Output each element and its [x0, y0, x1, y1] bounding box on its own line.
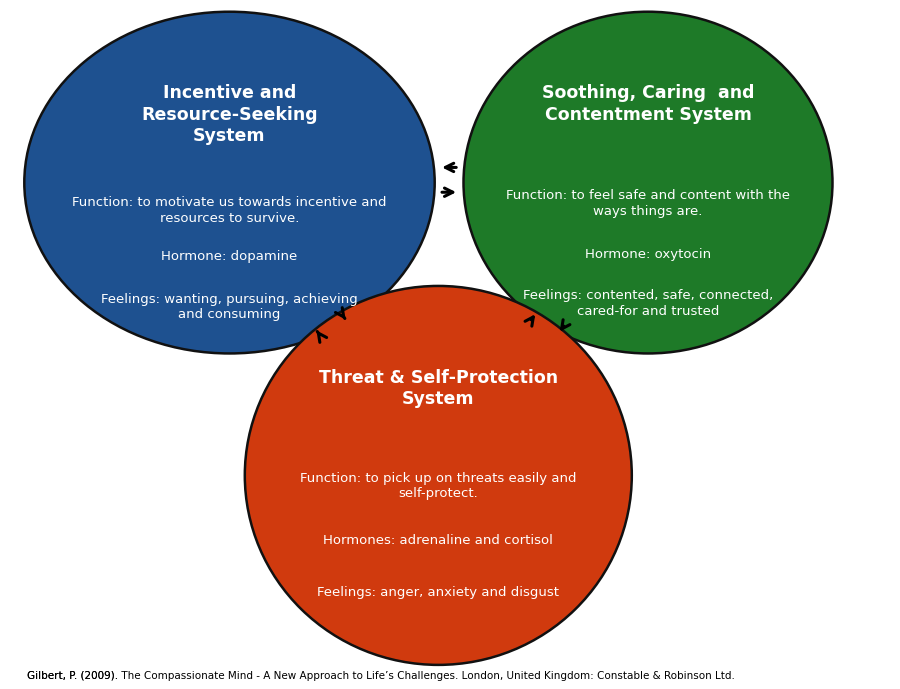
- Ellipse shape: [245, 286, 632, 665]
- Text: Gilbert, P. (2009).: Gilbert, P. (2009).: [27, 670, 122, 681]
- Text: Hormone: oxytocin: Hormone: oxytocin: [585, 248, 711, 261]
- Text: Threat & Self-Protection
System: Threat & Self-Protection System: [319, 369, 558, 408]
- Text: Incentive and
Resource-Seeking
System: Incentive and Resource-Seeking System: [141, 84, 318, 145]
- Text: Gilbert, P. (2009). The Compassionate Mind - A New Approach to Life’s Challenges: Gilbert, P. (2009). The Compassionate Mi…: [27, 670, 735, 681]
- Text: Function: to motivate us towards incentive and
resources to survive.: Function: to motivate us towards incenti…: [72, 196, 387, 225]
- Text: Gilbert, P. (2009). The Compassionate Mind - A New Approach to Life’s Challenges: Gilbert, P. (2009). The Compassionate Mi…: [27, 670, 454, 681]
- Ellipse shape: [24, 12, 435, 353]
- Text: Feelings: anger, anxiety and disgust: Feelings: anger, anxiety and disgust: [318, 586, 559, 599]
- Text: Feelings: wanting, pursuing, achieving
and consuming: Feelings: wanting, pursuing, achieving a…: [101, 293, 358, 321]
- Text: Function: to feel safe and content with the
ways things are.: Function: to feel safe and content with …: [506, 189, 790, 218]
- Text: Soothing, Caring  and
Contentment System: Soothing, Caring and Contentment System: [542, 84, 754, 123]
- Text: Feelings: contented, safe, connected,
cared-for and trusted: Feelings: contented, safe, connected, ca…: [523, 289, 773, 318]
- Ellipse shape: [464, 12, 832, 353]
- Text: Hormone: dopamine: Hormone: dopamine: [161, 250, 298, 263]
- Text: Hormones: adrenaline and cortisol: Hormones: adrenaline and cortisol: [323, 534, 554, 547]
- Text: Function: to pick up on threats easily and
self-protect.: Function: to pick up on threats easily a…: [300, 472, 577, 500]
